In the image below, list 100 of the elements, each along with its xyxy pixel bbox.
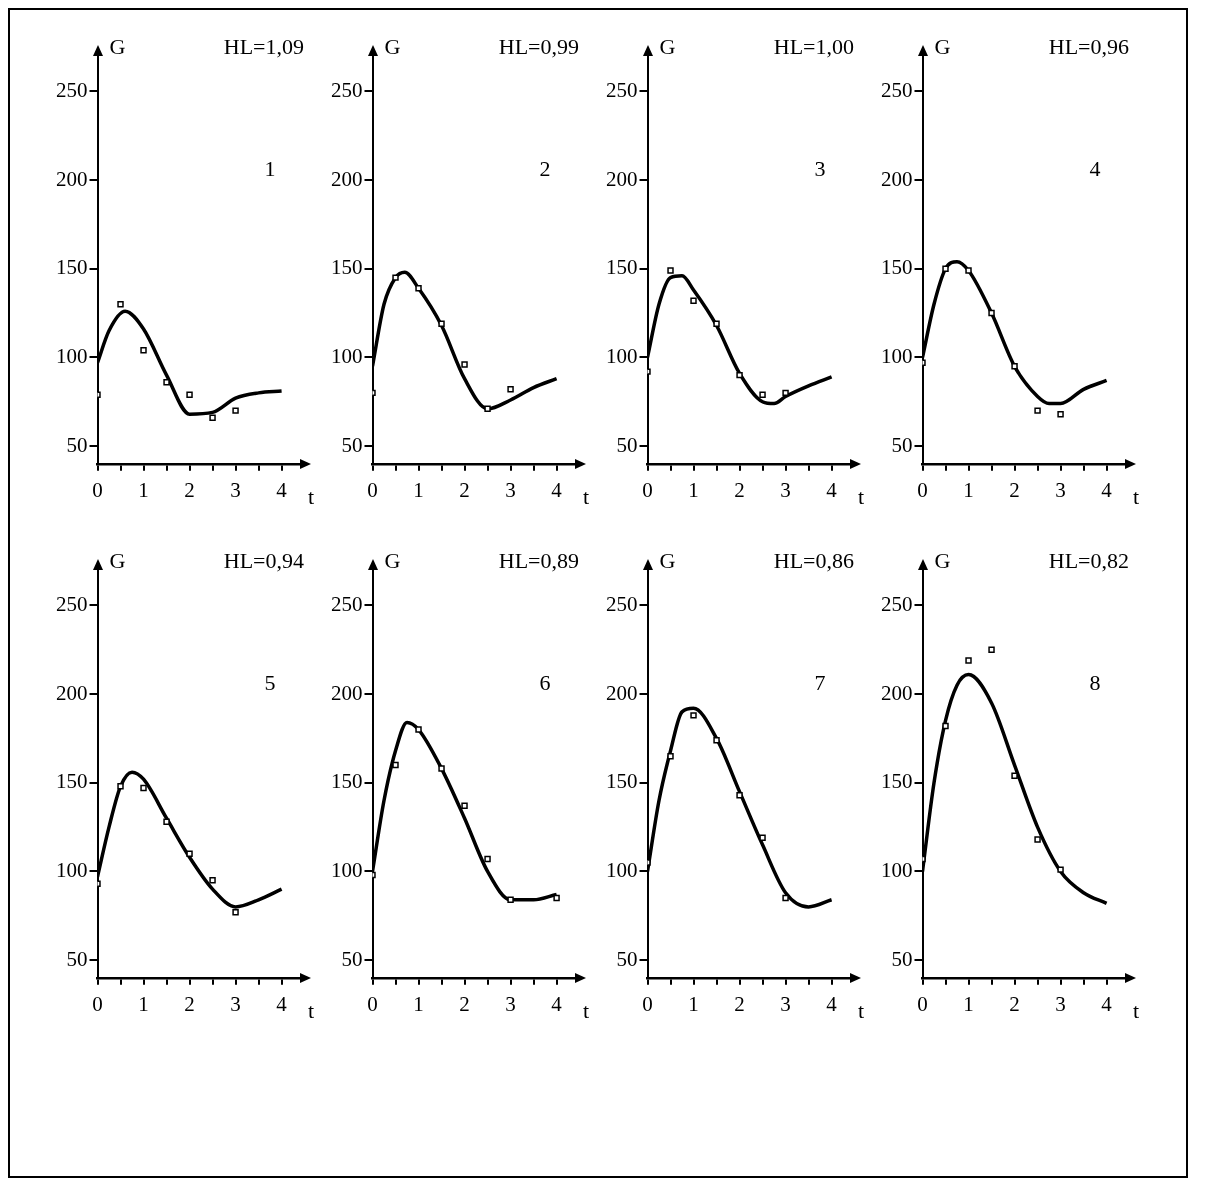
x-tick-label: 2 <box>734 477 745 502</box>
chart-title: HL=1,00 <box>773 33 854 59</box>
x-tick-label: 1 <box>413 477 424 502</box>
point <box>140 347 147 354</box>
chart-title: HL=0,94 <box>223 547 304 573</box>
y-tick-label: 250 <box>881 77 913 102</box>
point <box>736 371 743 379</box>
point <box>1011 772 1018 779</box>
y-tick-label: 50 <box>66 432 88 457</box>
x-tick-label: 3 <box>1055 477 1066 502</box>
y-tick-label: 50 <box>341 432 363 457</box>
y-tick-label: 250 <box>331 591 363 616</box>
point <box>117 783 124 790</box>
y-tick-label: 150 <box>881 255 913 280</box>
x-tick-label: 1 <box>963 477 974 502</box>
point <box>1057 866 1064 873</box>
y-tick-label: 150 <box>331 255 363 280</box>
x-tick-label: 4 <box>276 991 288 1016</box>
y-tick-label: 100 <box>606 857 638 882</box>
point <box>736 791 743 799</box>
point <box>942 722 949 730</box>
y-tick-label: 200 <box>331 680 363 705</box>
x-axis-title: t <box>1133 483 1140 509</box>
y-tick-label: 250 <box>881 591 913 616</box>
x-tick-label: 0 <box>92 477 103 502</box>
y-tick-label: 250 <box>606 591 638 616</box>
y-tick-label: 200 <box>606 680 638 705</box>
x-tick-label: 3 <box>780 477 791 502</box>
y-tick-label: 100 <box>881 343 913 368</box>
chart-title: HL=0,82 <box>1048 547 1129 573</box>
x-tick-label: 3 <box>230 477 241 502</box>
x-tick-label: 1 <box>138 477 149 502</box>
y-tick-label: 100 <box>606 343 638 368</box>
y-tick-label: 50 <box>341 946 363 971</box>
point <box>782 389 789 397</box>
y-tick-label: 100 <box>56 343 88 368</box>
point <box>667 752 674 760</box>
point <box>484 855 491 863</box>
point <box>1034 407 1041 414</box>
x-tick-label: 1 <box>688 477 699 502</box>
x-tick-label: 4 <box>826 991 838 1016</box>
y-tick-label: 200 <box>881 680 913 705</box>
x-tick-label: 0 <box>367 991 378 1016</box>
y-axis-title: G <box>934 547 951 573</box>
y-tick-label: 100 <box>331 857 363 882</box>
x-axis-title: t <box>308 997 315 1023</box>
y-tick-label: 150 <box>331 769 363 794</box>
x-tick-label: 2 <box>184 477 195 502</box>
chart-title: HL=1,09 <box>223 33 304 59</box>
y-axis-title: G <box>109 547 126 573</box>
point <box>942 265 949 272</box>
x-tick-label: 4 <box>551 477 563 502</box>
annotation: 8 <box>1089 669 1101 695</box>
x-tick-label: 0 <box>92 991 103 1016</box>
annotation: 4 <box>1089 155 1101 181</box>
point <box>392 761 399 769</box>
y-tick-label: 50 <box>891 946 913 971</box>
y-axis-title: G <box>109 33 126 59</box>
point <box>690 297 697 304</box>
y-tick-label: 100 <box>56 857 88 882</box>
chart-title: HL=0,86 <box>773 547 854 573</box>
y-tick-label: 150 <box>881 769 913 794</box>
point <box>186 850 193 857</box>
point <box>117 301 124 308</box>
y-tick-label: 250 <box>56 591 88 616</box>
point <box>484 405 491 413</box>
point <box>163 379 170 386</box>
annotation: 5 <box>264 669 276 695</box>
y-tick-label: 150 <box>56 255 88 280</box>
point <box>667 267 674 274</box>
x-tick-label: 0 <box>917 991 928 1016</box>
x-tick-label: 0 <box>367 477 378 502</box>
annotation: 3 <box>814 155 826 181</box>
x-tick-label: 3 <box>1055 991 1066 1016</box>
point <box>163 818 170 825</box>
x-tick-label: 0 <box>642 477 653 502</box>
point <box>461 361 468 368</box>
y-tick-label: 200 <box>56 166 88 191</box>
x-tick-label: 2 <box>184 991 195 1016</box>
x-axis-title: t <box>858 997 865 1023</box>
y-tick-label: 250 <box>606 77 638 102</box>
y-axis-title: G <box>384 33 401 59</box>
x-tick-label: 0 <box>642 991 653 1016</box>
y-tick-label: 250 <box>331 77 363 102</box>
point <box>553 894 560 902</box>
x-axis-title: t <box>1133 997 1140 1023</box>
x-tick-label: 3 <box>505 991 516 1016</box>
annotation: 2 <box>539 155 551 181</box>
x-tick-label: 2 <box>734 991 745 1016</box>
point <box>140 784 147 792</box>
point <box>713 320 720 327</box>
y-tick-label: 50 <box>616 432 638 457</box>
x-tick-label: 3 <box>230 991 241 1016</box>
x-tick-label: 2 <box>459 477 470 502</box>
point <box>507 386 514 393</box>
x-tick-label: 1 <box>688 991 699 1016</box>
chart-title: HL=0,96 <box>1048 33 1129 59</box>
y-tick-label: 50 <box>616 946 638 971</box>
point <box>186 391 193 398</box>
x-tick-label: 4 <box>551 991 563 1016</box>
